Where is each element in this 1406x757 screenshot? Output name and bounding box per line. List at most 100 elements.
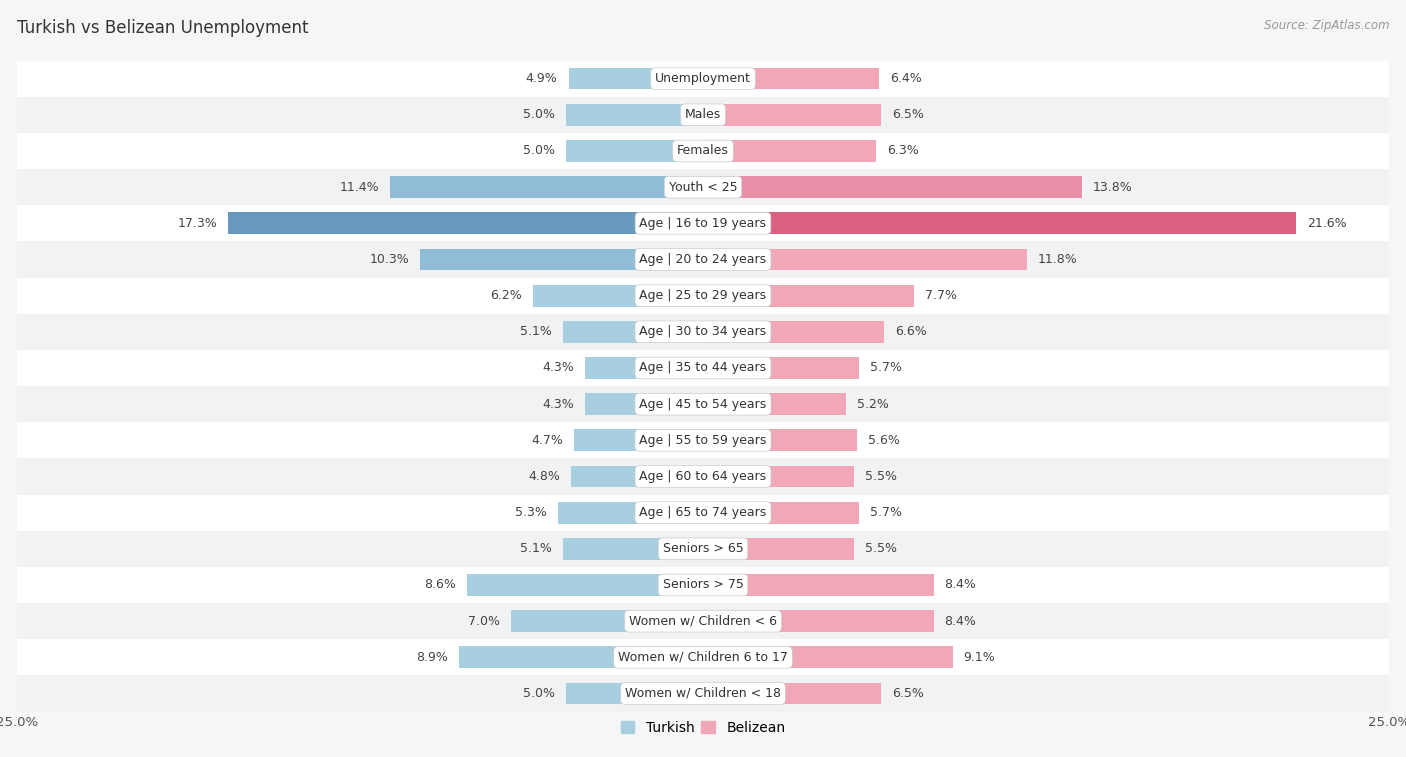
Bar: [17, 133, 1389, 169]
Text: Youth < 25: Youth < 25: [669, 181, 737, 194]
Text: 7.7%: 7.7%: [925, 289, 957, 302]
Text: Source: ZipAtlas.com: Source: ZipAtlas.com: [1264, 19, 1389, 32]
Text: 5.0%: 5.0%: [523, 145, 555, 157]
Bar: [571, 466, 703, 488]
Bar: [703, 466, 853, 488]
Bar: [17, 422, 1389, 459]
Text: 17.3%: 17.3%: [177, 217, 217, 230]
Bar: [17, 350, 1389, 386]
Bar: [17, 494, 1389, 531]
Bar: [565, 683, 703, 704]
Bar: [533, 285, 703, 307]
Bar: [703, 683, 882, 704]
Text: Females: Females: [678, 145, 728, 157]
Text: Seniors > 65: Seniors > 65: [662, 542, 744, 556]
Bar: [17, 567, 1389, 603]
Text: 5.0%: 5.0%: [523, 108, 555, 121]
Bar: [17, 639, 1389, 675]
Text: Turkish vs Belizean Unemployment: Turkish vs Belizean Unemployment: [17, 19, 308, 37]
Text: 11.8%: 11.8%: [1038, 253, 1077, 266]
Bar: [703, 574, 934, 596]
Text: Women w/ Children < 18: Women w/ Children < 18: [626, 687, 780, 700]
Bar: [703, 248, 1026, 270]
Bar: [703, 610, 934, 632]
Text: Age | 45 to 54 years: Age | 45 to 54 years: [640, 397, 766, 410]
Text: 4.9%: 4.9%: [526, 72, 558, 85]
Text: 5.7%: 5.7%: [870, 362, 903, 375]
Bar: [17, 386, 1389, 422]
Bar: [574, 429, 703, 451]
Bar: [389, 176, 703, 198]
Text: 5.1%: 5.1%: [520, 542, 553, 556]
Text: 6.4%: 6.4%: [890, 72, 921, 85]
Bar: [585, 394, 703, 415]
Bar: [17, 205, 1389, 241]
Bar: [703, 538, 853, 559]
Text: 11.4%: 11.4%: [339, 181, 380, 194]
Bar: [17, 241, 1389, 278]
Bar: [703, 68, 879, 89]
Bar: [703, 140, 876, 162]
Bar: [17, 531, 1389, 567]
Bar: [17, 313, 1389, 350]
Text: 5.2%: 5.2%: [856, 397, 889, 410]
Text: Unemployment: Unemployment: [655, 72, 751, 85]
Text: 10.3%: 10.3%: [370, 253, 409, 266]
Bar: [585, 357, 703, 378]
Bar: [562, 538, 703, 559]
Text: Age | 35 to 44 years: Age | 35 to 44 years: [640, 362, 766, 375]
Text: Age | 30 to 34 years: Age | 30 to 34 years: [640, 326, 766, 338]
Text: 5.7%: 5.7%: [870, 506, 903, 519]
Text: Age | 65 to 74 years: Age | 65 to 74 years: [640, 506, 766, 519]
Text: Age | 55 to 59 years: Age | 55 to 59 years: [640, 434, 766, 447]
Text: 6.5%: 6.5%: [893, 108, 924, 121]
Bar: [703, 357, 859, 378]
Text: 8.9%: 8.9%: [416, 651, 447, 664]
Bar: [565, 140, 703, 162]
Bar: [17, 603, 1389, 639]
Bar: [703, 285, 914, 307]
Text: 5.5%: 5.5%: [865, 470, 897, 483]
Text: 7.0%: 7.0%: [468, 615, 501, 628]
Bar: [562, 321, 703, 343]
Text: 6.5%: 6.5%: [893, 687, 924, 700]
Bar: [558, 502, 703, 524]
Bar: [458, 646, 703, 668]
Bar: [228, 213, 703, 234]
Bar: [467, 574, 703, 596]
Text: Women w/ Children 6 to 17: Women w/ Children 6 to 17: [619, 651, 787, 664]
Text: 8.4%: 8.4%: [945, 615, 976, 628]
Bar: [703, 429, 856, 451]
Bar: [17, 459, 1389, 494]
Text: 5.1%: 5.1%: [520, 326, 553, 338]
Text: Males: Males: [685, 108, 721, 121]
Bar: [703, 104, 882, 126]
Bar: [703, 502, 859, 524]
Text: 5.3%: 5.3%: [515, 506, 547, 519]
Text: Age | 16 to 19 years: Age | 16 to 19 years: [640, 217, 766, 230]
Text: 8.6%: 8.6%: [425, 578, 456, 591]
Text: Age | 60 to 64 years: Age | 60 to 64 years: [640, 470, 766, 483]
Text: 6.6%: 6.6%: [896, 326, 927, 338]
Bar: [17, 97, 1389, 133]
Text: 13.8%: 13.8%: [1092, 181, 1132, 194]
Text: 5.6%: 5.6%: [868, 434, 900, 447]
Text: Age | 25 to 29 years: Age | 25 to 29 years: [640, 289, 766, 302]
Bar: [17, 169, 1389, 205]
Text: 6.3%: 6.3%: [887, 145, 918, 157]
Text: 4.3%: 4.3%: [543, 397, 574, 410]
Text: 8.4%: 8.4%: [945, 578, 976, 591]
Text: Women w/ Children < 6: Women w/ Children < 6: [628, 615, 778, 628]
Text: 4.8%: 4.8%: [529, 470, 560, 483]
Bar: [510, 610, 703, 632]
Text: 21.6%: 21.6%: [1306, 217, 1347, 230]
Text: Seniors > 75: Seniors > 75: [662, 578, 744, 591]
Text: 6.2%: 6.2%: [491, 289, 522, 302]
Text: Age | 20 to 24 years: Age | 20 to 24 years: [640, 253, 766, 266]
Text: 5.0%: 5.0%: [523, 687, 555, 700]
Bar: [17, 61, 1389, 97]
Bar: [565, 104, 703, 126]
Bar: [17, 675, 1389, 712]
Bar: [703, 394, 846, 415]
Bar: [703, 321, 884, 343]
